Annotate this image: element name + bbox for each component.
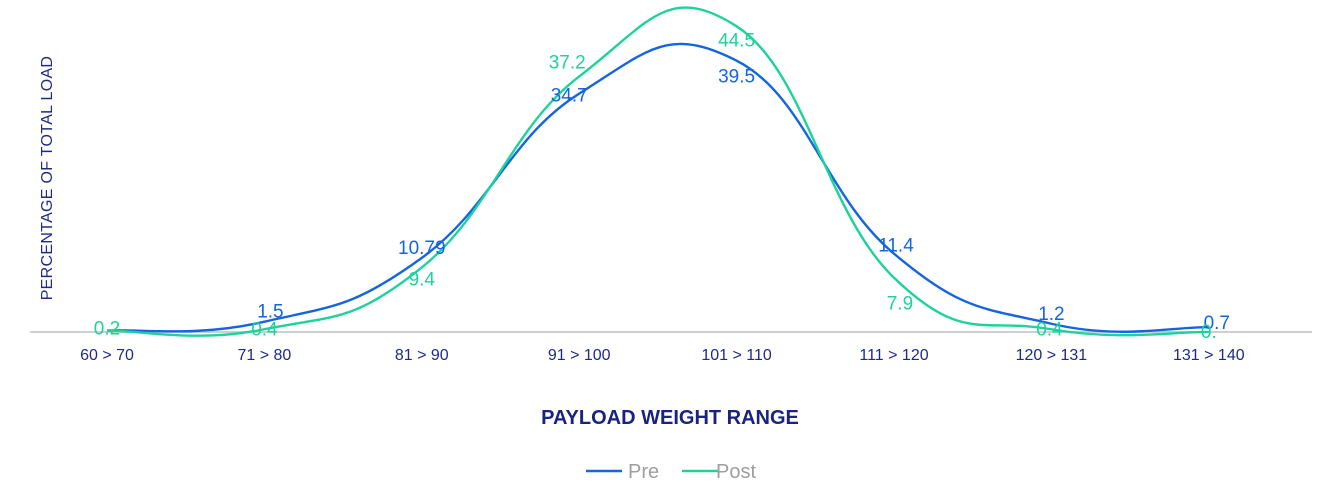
x-tick-label: 131 > 140 (1173, 347, 1245, 364)
data-label-post: 9.4 (409, 269, 436, 290)
series-line-post (106, 6, 1209, 337)
data-label-post: 0.4 (251, 319, 278, 340)
data-label-pre: 1.2 (1038, 304, 1064, 325)
data-label-post: 0.4 (1036, 319, 1063, 340)
data-label-pre: 39.5 (718, 67, 755, 88)
x-tick-label: 111 > 120 (859, 347, 928, 364)
x-tick-label: 101 > 110 (701, 347, 772, 364)
x-tick-label: 91 > 100 (548, 347, 611, 364)
data-label-pre: 11.4 (878, 236, 914, 257)
data-label-pre: 10.79 (398, 238, 446, 259)
x-axis-label: PAYLOAD WEIGHT RANGE (541, 407, 799, 429)
data-label-post: 0.2 (94, 319, 120, 340)
data-label-pre: 1.5 (257, 302, 283, 323)
data-label-post: 7.9 (887, 294, 913, 315)
data-labels: 1.5 10.79 34.7 39.5 11.4 1.2 0.7 0.2 0.4 9.4 37.2 4… (94, 30, 1230, 343)
legend-label-pre: Pre (628, 461, 659, 483)
data-label-post: 37.2 (549, 52, 586, 73)
y-axis-label: PERCENTAGE OF TOTAL LOAD (39, 56, 56, 301)
legend: Pre Post (586, 461, 756, 483)
x-tick-label: 60 > 70 (80, 347, 134, 364)
x-tick-labels: 60 > 70 71 > 80 81 > 90 91 > 100 101 > 110 11… (80, 347, 1245, 364)
data-label-post: 44.5 (718, 30, 755, 51)
series-lines (106, 6, 1209, 337)
x-tick-label: 71 > 80 (237, 347, 291, 364)
series-line-pre (106, 42, 1209, 333)
data-label-post: 0. (1201, 322, 1217, 343)
data-label-pre: 0.7 (1204, 313, 1230, 334)
x-tick-label: 81 > 90 (395, 347, 449, 364)
legend-label-post: Post (716, 461, 756, 483)
data-label-pre: 34.7 (551, 86, 588, 107)
x-tick-label: 120 > 131 (1016, 347, 1088, 364)
